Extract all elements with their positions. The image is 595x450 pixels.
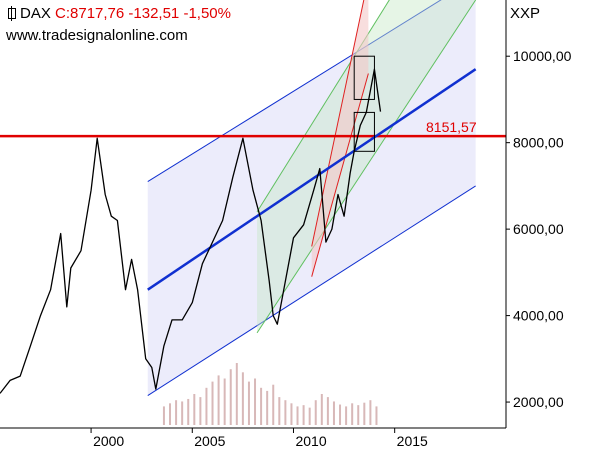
- boxes-layer: [353, 55, 375, 152]
- volume-bar: [332, 401, 335, 425]
- volume-layer: [162, 363, 378, 425]
- volume-bar: [290, 403, 293, 425]
- volume-bar: [284, 400, 287, 425]
- volume-bar: [217, 375, 220, 425]
- volume-bar: [266, 390, 269, 425]
- volume-bar: [357, 405, 360, 425]
- y-tick-label: 6000,00: [513, 221, 564, 237]
- x-tick-label: 2000: [93, 433, 124, 449]
- volume-bar: [169, 403, 172, 425]
- volume-bar: [241, 372, 244, 425]
- red-channel-top-line: [311, 0, 365, 247]
- website-label: www.tradesignalonline.com: [6, 27, 188, 44]
- volume-bar: [247, 381, 250, 425]
- chart-header: DAX C:8717,76 -132,51 -1,50%: [8, 5, 231, 22]
- x-tick-label: 2010: [295, 433, 326, 449]
- volume-bar: [223, 378, 226, 425]
- symbol-label: DAX: [20, 5, 51, 22]
- x-tick-label: 2015: [397, 433, 428, 449]
- volume-bar: [326, 397, 329, 425]
- range-box: [353, 55, 375, 100]
- volume-bar: [235, 363, 238, 425]
- price-layer: [0, 68, 382, 394]
- volume-bar: [211, 381, 214, 425]
- volume-bar: [302, 405, 305, 425]
- red-channel-bottom-line: [311, 73, 369, 277]
- support-line-label: 8151,57: [426, 119, 477, 135]
- volume-bar: [308, 407, 311, 425]
- volume-bar: [181, 401, 184, 425]
- axis-unit-label: XXP: [510, 5, 541, 22]
- volume-bar: [345, 406, 348, 425]
- volume-bar: [175, 400, 178, 425]
- axis-layer: 8151,57 2000,00 4000,00 6000,00 8000,00 10000…: [0, 0, 572, 449]
- lines-layer: [0, 68, 506, 291]
- volume-bar: [296, 406, 299, 425]
- volume-bar: [314, 400, 317, 425]
- volume-bar: [351, 403, 354, 425]
- volume-bar: [339, 404, 342, 425]
- volume-bar: [260, 387, 263, 425]
- blue-channel-bottom-line: [147, 185, 476, 396]
- green-channel-bottom-line: [256, 0, 477, 334]
- volume-bar: [193, 394, 196, 425]
- volume-bar: [375, 406, 378, 425]
- x-tick-label: 2005: [194, 433, 225, 449]
- candle-icon: [8, 6, 16, 21]
- volume-bar: [162, 406, 165, 425]
- volume-bar: [229, 369, 232, 425]
- volume-bar: [320, 394, 323, 425]
- price-line: [0, 68, 382, 394]
- y-tick-label: 10000,00: [513, 48, 572, 64]
- y-tick-label: 8000,00: [513, 135, 564, 151]
- volume-bar: [254, 378, 257, 425]
- volume-bar: [199, 397, 202, 425]
- volume-bar: [363, 402, 366, 425]
- trend-line: [147, 68, 477, 291]
- blue-channel-top-line: [147, 0, 442, 183]
- volume-bar: [205, 387, 208, 425]
- volume-bar: [187, 398, 190, 425]
- volume-bar: [278, 397, 281, 425]
- volume-bar: [272, 384, 275, 425]
- range-box: [353, 111, 375, 152]
- y-tick-label: 2000,00: [513, 394, 564, 410]
- volume-bar: [369, 400, 372, 425]
- quote-label: C:8717,76 -132,51 -1,50%: [55, 5, 231, 22]
- y-tick-label: 4000,00: [513, 308, 564, 324]
